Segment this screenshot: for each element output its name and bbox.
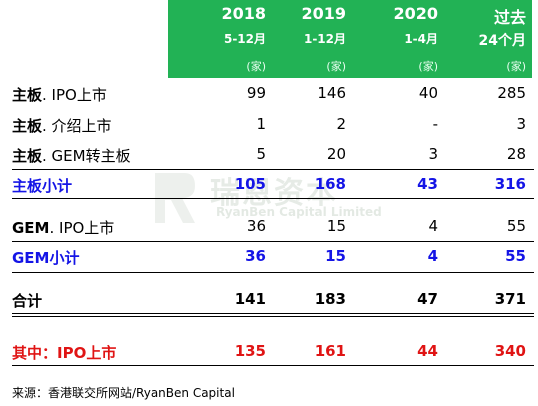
row-label-gem-subtotal: GEM小计: [12, 249, 80, 267]
cell: 15: [325, 247, 346, 265]
col-year-2020: 2020: [393, 4, 438, 23]
cell: 141: [234, 290, 266, 308]
cell: 4: [427, 247, 438, 265]
cell: 340: [494, 342, 526, 360]
cell: 99: [246, 84, 266, 102]
cell: 183: [314, 290, 346, 308]
cell: 15: [326, 217, 346, 235]
table-header-background: [168, 0, 532, 78]
row-label-ipo-total: 其中：IPO上市: [12, 344, 117, 362]
divider: [12, 241, 534, 242]
cell: 135: [234, 342, 266, 360]
watermark-text-en: RyanBen Capital Limited: [216, 205, 382, 219]
row-label-main-intro: 主板. 介绍上市: [12, 117, 112, 135]
cell: 4: [428, 217, 438, 235]
cell: 55: [505, 247, 526, 265]
row-label-main-subtotal: 主板小计: [12, 177, 73, 195]
row-label-gem-ipo: GEM. IPO上市: [12, 219, 115, 237]
cell: 36: [245, 247, 266, 265]
watermark-text-cn: 瑞恩资本: [210, 176, 338, 211]
cell: 105: [234, 175, 266, 193]
divider: [12, 198, 534, 199]
divider: [12, 272, 534, 273]
cell: 28: [506, 145, 526, 163]
cell: 2: [336, 115, 346, 133]
col-unit-past: (家): [506, 60, 526, 73]
cell: 36: [246, 217, 266, 235]
col-unit-2018: (家): [246, 60, 266, 73]
cell: 40: [418, 84, 438, 102]
divider: [12, 365, 534, 366]
col-year-past: 过去: [493, 8, 526, 27]
cell: 316: [494, 175, 526, 193]
col-year-2018: 2018: [221, 4, 266, 23]
cell: 5: [256, 145, 266, 163]
cell: 146: [317, 84, 346, 102]
cell: 55: [506, 217, 526, 235]
divider: [12, 169, 534, 170]
source-note: 来源：香港联交所网站/RyanBen Capital: [12, 386, 235, 400]
cell: 20: [326, 145, 346, 163]
cell: 3: [428, 145, 438, 163]
cell: 43: [417, 175, 438, 193]
col-year-2019: 2019: [301, 4, 346, 23]
col-period-2018: 5-12月: [223, 32, 266, 46]
cell: 168: [314, 175, 346, 193]
double-divider: [12, 313, 534, 317]
col-unit-2020: (家): [418, 60, 438, 73]
cell: 3: [516, 115, 526, 133]
row-label-main-gem-transfer: 主板. GEM转主板: [12, 147, 131, 165]
col-period-2020: 1-4月: [404, 32, 438, 46]
cell: 47: [417, 290, 438, 308]
cell: 371: [494, 290, 526, 308]
row-label-main-ipo: 主板. IPO上市: [12, 86, 107, 104]
col-period-2019: 1-12月: [303, 32, 346, 46]
cell: 44: [417, 342, 438, 360]
row-label-total: 合计: [12, 292, 43, 310]
cell: 1: [256, 115, 266, 133]
cell: -: [432, 115, 438, 133]
col-period-past: 24个月: [478, 33, 526, 49]
col-unit-2019: (家): [326, 60, 346, 73]
cell: 161: [314, 342, 346, 360]
cell: 285: [497, 84, 526, 102]
